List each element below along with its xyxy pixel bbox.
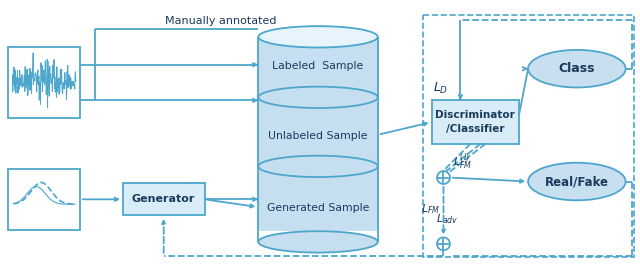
Ellipse shape xyxy=(259,87,378,108)
Ellipse shape xyxy=(259,231,378,253)
Text: /Classifier: /Classifier xyxy=(446,124,504,134)
Text: $L_{FM}$: $L_{FM}$ xyxy=(420,202,440,216)
Bar xyxy=(123,183,205,215)
Text: $L_D$: $L_D$ xyxy=(433,81,448,96)
Text: Unlabeled Sample: Unlabeled Sample xyxy=(268,131,368,141)
Text: Discriminator: Discriminator xyxy=(435,110,515,120)
Ellipse shape xyxy=(528,163,626,200)
Ellipse shape xyxy=(259,26,378,48)
Text: Class: Class xyxy=(559,62,595,75)
Bar xyxy=(431,100,519,144)
Text: Manually annotated: Manually annotated xyxy=(164,16,276,26)
Text: Generated Sample: Generated Sample xyxy=(267,203,369,213)
Bar xyxy=(422,15,634,257)
Text: $L_{FM}^{(l)}$: $L_{FM}^{(l)}$ xyxy=(453,151,472,172)
Bar xyxy=(259,37,378,231)
Text: $L_{adv}$: $L_{adv}$ xyxy=(436,212,459,226)
Bar xyxy=(8,47,80,118)
Text: Generator: Generator xyxy=(132,194,195,204)
Circle shape xyxy=(437,171,450,184)
Ellipse shape xyxy=(259,156,378,177)
Bar xyxy=(8,169,80,230)
Ellipse shape xyxy=(528,50,626,87)
Circle shape xyxy=(437,238,450,250)
Text: Labeled  Sample: Labeled Sample xyxy=(273,61,364,71)
Text: Real/Fake: Real/Fake xyxy=(545,175,609,188)
